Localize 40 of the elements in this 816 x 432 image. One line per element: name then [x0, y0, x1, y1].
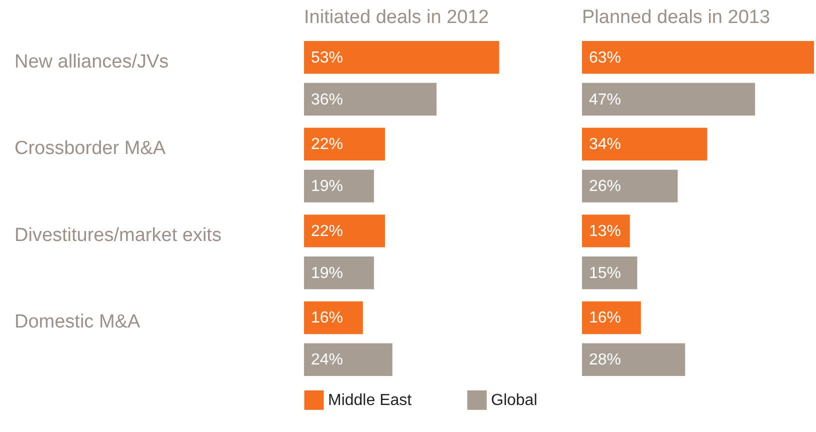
data-label: 22%: [311, 136, 344, 154]
data-label: 22%: [311, 222, 344, 240]
bar: [582, 256, 638, 290]
bar: [304, 214, 386, 248]
bar: [304, 301, 363, 334]
data-label: 47%: [589, 91, 622, 108]
y-tick-label: Divestitures/market exits: [14, 224, 222, 246]
bar: [582, 41, 814, 74]
bar: [304, 343, 392, 376]
data-label: 63%: [589, 49, 622, 66]
chart-title: Planned deals in 2013: [582, 7, 770, 28]
data-label: 16%: [311, 310, 344, 327]
bar: [304, 170, 374, 202]
y-tick-label: New alliances/JVs: [14, 51, 169, 72]
bar: [582, 170, 678, 202]
chart-title: Initiated deals in 2012: [304, 7, 489, 28]
bar: [582, 82, 756, 116]
data-label: 36%: [311, 91, 344, 108]
bar: [304, 256, 374, 290]
data-label: 53%: [311, 49, 344, 66]
data-label: 19%: [311, 178, 344, 196]
data-label: 24%: [311, 352, 344, 369]
data-label: 15%: [589, 264, 622, 282]
bar: [582, 343, 686, 376]
legend-label: Global: [491, 392, 538, 410]
bar: [304, 82, 437, 116]
y-tick-label: Crossborder M&A: [14, 138, 166, 160]
data-label: 34%: [589, 136, 622, 154]
legend-label: Middle East: [328, 392, 412, 410]
bar: [582, 301, 641, 334]
bar: [582, 128, 708, 160]
data-label: 16%: [589, 310, 622, 327]
data-label: 26%: [589, 178, 622, 196]
data-label: 28%: [589, 352, 622, 369]
y-tick-label: Domestic M&A: [14, 312, 140, 333]
data-label: 19%: [311, 264, 344, 282]
bar: [304, 128, 386, 160]
bar: [304, 41, 500, 74]
data-label: 13%: [589, 222, 622, 240]
bar: [582, 214, 630, 248]
